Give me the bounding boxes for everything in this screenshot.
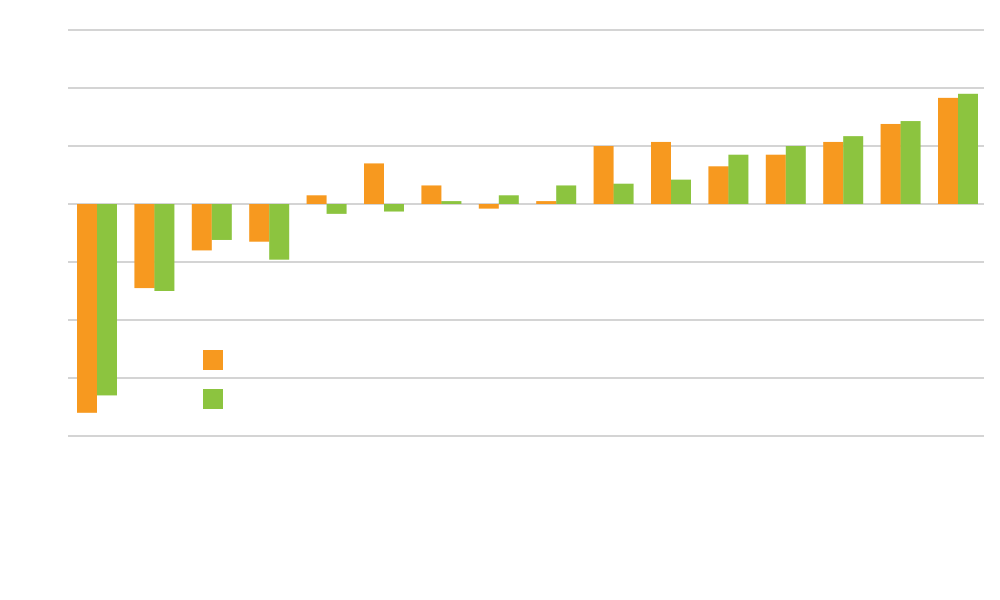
bar-series-1-category-1 — [77, 204, 97, 413]
bar-series-2-category-15 — [900, 121, 921, 204]
bar-series-1-category-3 — [191, 204, 212, 251]
bar-series-2-category-1 — [97, 204, 117, 396]
bar-series-2-category-12 — [728, 154, 749, 204]
legend-swatch-series-1 — [203, 350, 223, 370]
bar-series-2-category-3 — [211, 204, 232, 240]
bar-series-2-category-4 — [269, 204, 290, 260]
bar-series-2-category-7 — [441, 201, 462, 204]
bar-series-1-category-12 — [708, 166, 729, 204]
bar-series-2-category-9 — [556, 185, 577, 204]
bar-series-2-category-11 — [671, 179, 691, 204]
bar-series-1-category-2 — [134, 204, 155, 289]
bar-series-2-category-10 — [613, 183, 634, 204]
bars — [77, 93, 978, 413]
bar-series-1-category-5 — [306, 195, 327, 204]
bar-series-1-category-9 — [536, 201, 557, 204]
bar-series-1-category-7 — [421, 185, 442, 204]
bar-series-2-category-14 — [843, 136, 864, 204]
bar-series-1-category-15 — [880, 123, 901, 204]
bar-series-2-category-16 — [958, 93, 978, 204]
legend-swatch-series-2 — [203, 389, 223, 409]
bar-series-2-category-8 — [498, 195, 519, 204]
bar-series-2-category-6 — [384, 204, 404, 212]
bar-series-1-category-13 — [765, 154, 786, 204]
bar-series-1-category-6 — [364, 163, 384, 204]
bar-series-1-category-14 — [823, 141, 844, 204]
bar-series-1-category-11 — [651, 141, 671, 204]
bar-series-2-category-5 — [326, 204, 347, 214]
legend — [203, 350, 223, 409]
bar-series-2-category-2 — [154, 204, 175, 291]
bar-series-2-category-13 — [785, 146, 806, 204]
bar-series-1-category-10 — [593, 146, 614, 204]
bar-series-1-category-8 — [478, 204, 499, 209]
bar-series-1-category-16 — [938, 97, 958, 204]
bar-series-1-category-4 — [249, 204, 270, 242]
